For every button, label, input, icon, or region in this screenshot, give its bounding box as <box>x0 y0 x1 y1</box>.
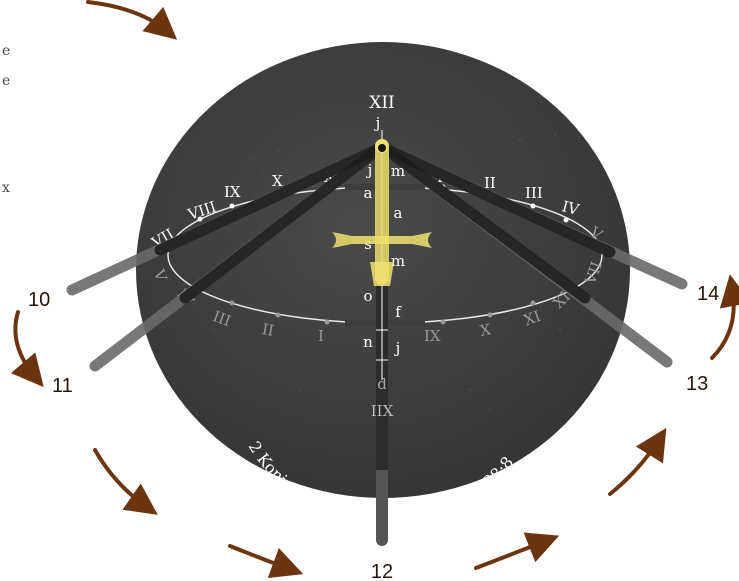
hour-label: III <box>210 307 233 330</box>
noon-label-bottom: IIX <box>371 402 394 420</box>
hour-number-10: 10 <box>28 289 50 311</box>
arrow-icon <box>474 532 560 570</box>
month-letter: d <box>377 375 387 393</box>
hour-number-11: 11 <box>52 375 73 397</box>
hour-label: IV <box>560 197 582 219</box>
rotation-arrows <box>10 0 739 579</box>
noon-label: XII <box>369 93 395 113</box>
shadow-rays <box>66 142 688 372</box>
hour-dots-dim <box>229 300 536 325</box>
month-letter: f <box>395 303 402 321</box>
hour-label: IX <box>224 183 241 201</box>
month-letter: j <box>374 114 381 132</box>
month-letter: a <box>364 184 373 202</box>
hour-label: X <box>272 172 283 190</box>
arrow-icon <box>710 274 739 360</box>
arrow-icon <box>228 544 304 579</box>
month-letter: m <box>391 162 405 180</box>
hour-number-13: 13 <box>686 373 708 395</box>
hour-label: IX <box>424 327 441 345</box>
edge-fragment: e <box>2 43 10 59</box>
date-scale-ticks <box>376 329 388 361</box>
month-letter: n <box>363 333 373 351</box>
month-letter: j <box>366 161 373 179</box>
edge-fragment: e <box>2 73 10 89</box>
arrow-icon <box>608 427 667 496</box>
hour-number-12: 12 <box>371 561 393 581</box>
arrow-icon <box>10 310 44 388</box>
hour-label: II <box>484 174 496 192</box>
hour-label: XI <box>521 307 543 330</box>
dial-texture <box>214 133 562 411</box>
hour-number-14: 14 <box>697 283 719 305</box>
arrow-icon <box>93 448 158 515</box>
month-letter: o <box>363 287 372 305</box>
month-letter: a <box>394 204 403 222</box>
arrow-icon <box>86 0 178 40</box>
hour-label: X <box>479 320 493 340</box>
hour-label: I <box>318 327 324 345</box>
hour-label: II <box>261 320 276 340</box>
hour-label: III <box>525 184 543 202</box>
edge-fragment: x <box>2 180 10 196</box>
month-letter: m <box>391 252 405 270</box>
month-letter: j <box>394 339 401 357</box>
gnomon <box>332 139 432 286</box>
